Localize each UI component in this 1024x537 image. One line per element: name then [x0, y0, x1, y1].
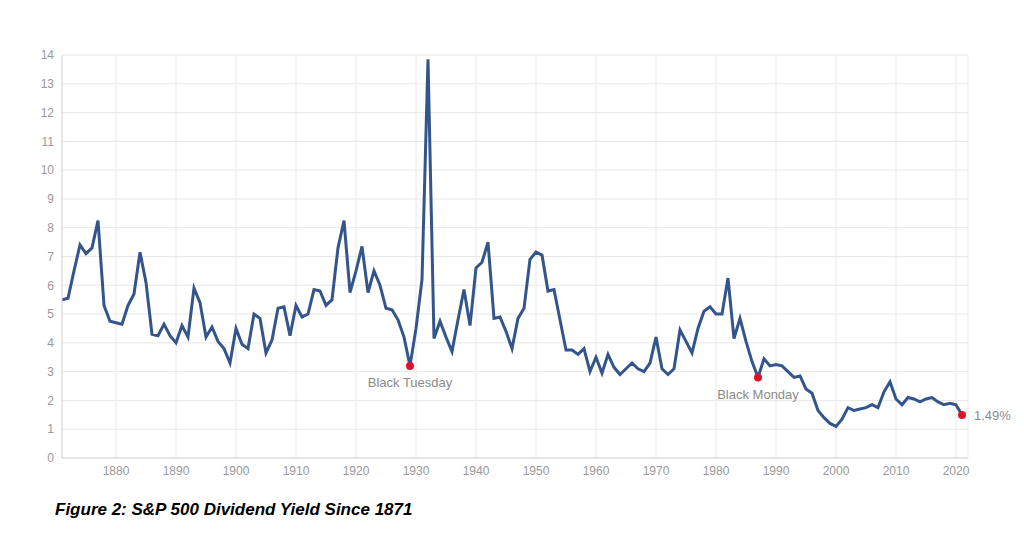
svg-text:Black Monday: Black Monday: [717, 387, 799, 402]
svg-text:13: 13: [41, 77, 55, 91]
svg-text:1880: 1880: [103, 464, 130, 478]
svg-text:3: 3: [47, 365, 54, 379]
svg-text:1890: 1890: [163, 464, 190, 478]
svg-text:1950: 1950: [523, 464, 550, 478]
html-text:Figure 2: S&P 500 Dividend Yie: Figure 2: S&P 500 Dividend Yield Since 1…: [55, 500, 413, 519]
svg-text:4: 4: [47, 336, 54, 350]
svg-text:6: 6: [47, 279, 54, 293]
svg-text:1900: 1900: [223, 464, 250, 478]
svg-text:9: 9: [47, 192, 54, 206]
svg-text:2020: 2020: [943, 464, 970, 478]
svg-text:7: 7: [47, 250, 54, 264]
svg-text:1910: 1910: [283, 464, 310, 478]
svg-text:1940: 1940: [463, 464, 490, 478]
svg-text:2010: 2010: [883, 464, 910, 478]
svg-text:1.49%: 1.49%: [974, 408, 1011, 423]
svg-text:0: 0: [47, 451, 54, 465]
svg-text:10: 10: [41, 163, 55, 177]
svg-text:11: 11: [42, 135, 55, 149]
svg-text:5: 5: [47, 307, 54, 321]
svg-text:1990: 1990: [763, 464, 790, 478]
svg-text:2000: 2000: [823, 464, 850, 478]
svg-text:1930: 1930: [403, 464, 430, 478]
svg-text:1: 1: [47, 422, 54, 436]
svg-text:8: 8: [47, 221, 54, 235]
svg-text:1970: 1970: [643, 464, 670, 478]
svg-text:2: 2: [47, 394, 54, 408]
svg-text:1980: 1980: [703, 464, 730, 478]
svg-text:12: 12: [41, 106, 55, 120]
svg-text:14: 14: [41, 48, 55, 62]
svg-text:1960: 1960: [583, 464, 610, 478]
svg-text:1920: 1920: [343, 464, 370, 478]
svg-text:Black Tuesday: Black Tuesday: [368, 375, 453, 390]
